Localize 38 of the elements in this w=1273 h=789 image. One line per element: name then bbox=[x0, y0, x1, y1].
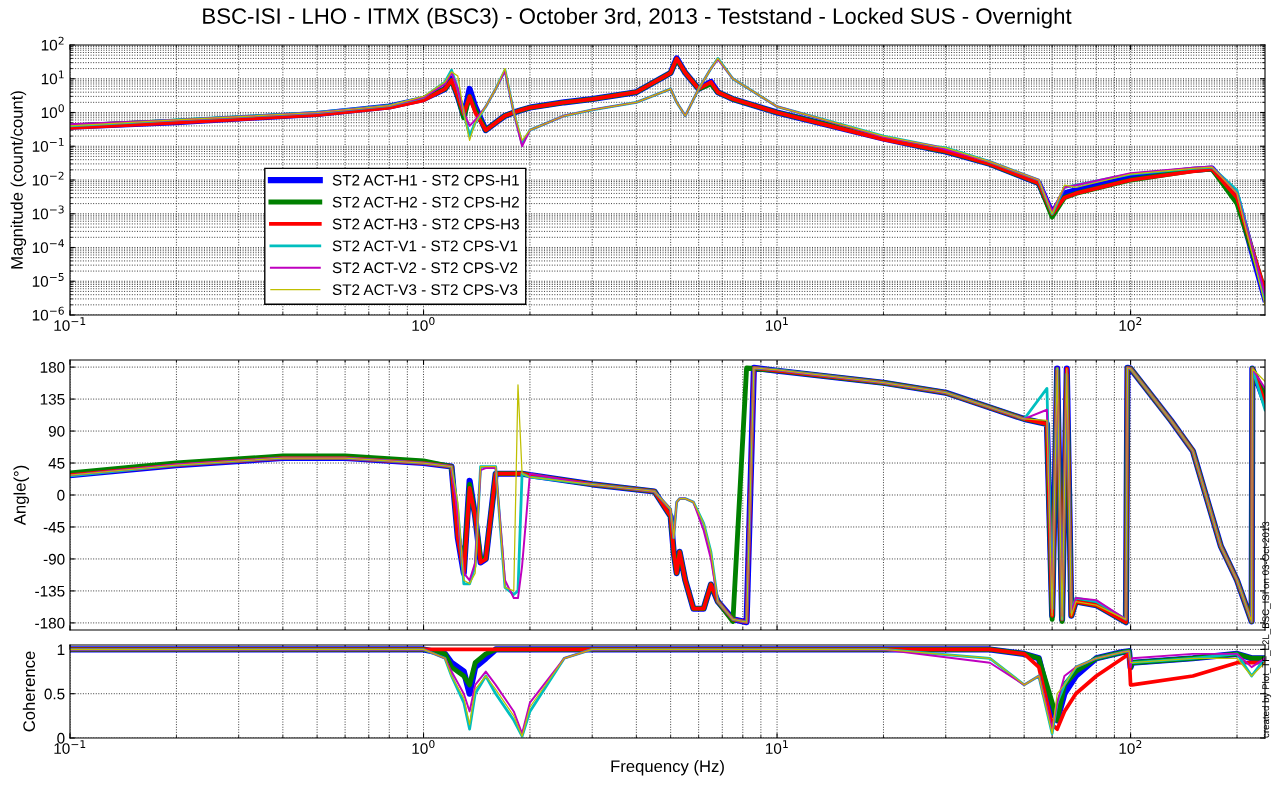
legend-label: ST2 ACT-H1 - ST2 CPS-H1 bbox=[332, 174, 519, 186]
y-tick-label: 10$^{−3}$ bbox=[32, 205, 64, 220]
x-tick-label: 10$^{1}$ bbox=[766, 740, 788, 754]
y-tick-label: -135 bbox=[35, 585, 65, 597]
y-tick-label: 10$^{2}$ bbox=[41, 36, 64, 51]
y-tick-label: -90 bbox=[43, 553, 65, 565]
chart-title: BSC-ISI - LHO - ITMX (BSC3) - October 3rd, 2013 - Teststand - Locked SUS - Overnight bbox=[203, 7, 1072, 29]
x-tick-label: 10$^{2}$ bbox=[1119, 317, 1142, 331]
legend-label: ST2 ACT-V3 - ST2 CPS-V3 bbox=[332, 284, 518, 296]
y-tick-label: 45 bbox=[48, 458, 65, 469]
y-tick-label: 10$^{−4}$ bbox=[32, 239, 64, 254]
y-tick-label: 135 bbox=[40, 393, 65, 405]
y-tick-label: 10$^{0}$ bbox=[41, 104, 64, 119]
legend-label: ST2 ACT-V1 - ST2 CPS-V1 bbox=[332, 240, 518, 252]
y-tick-label: 10$^{−5}$ bbox=[32, 273, 64, 287]
legend-label: ST2 ACT-V2 - ST2 CPS-V2 bbox=[332, 262, 518, 274]
y-tick-label: 1 bbox=[57, 644, 65, 655]
y-tick-label: 10$^{−2}$ bbox=[32, 171, 64, 186]
x-tick-label: 10$^{0}$ bbox=[412, 317, 435, 331]
y-tick-label: 90 bbox=[48, 425, 65, 437]
y-tick-label: 0 bbox=[57, 489, 65, 501]
y-tick-label: 0.5 bbox=[44, 688, 65, 700]
y-tick-label: -180 bbox=[35, 617, 65, 629]
x-tick-label: 10$^{2}$ bbox=[1119, 740, 1142, 754]
y-tick-label: 10$^{−6}$ bbox=[32, 306, 64, 321]
x-axis-title: Frequency (Hz) bbox=[611, 759, 724, 776]
y-tick-label: 10$^{−1}$ bbox=[32, 138, 64, 152]
y-axis-title: Magnitude (count/count) bbox=[10, 91, 27, 269]
x-tick-label: 10$^{0}$ bbox=[412, 740, 435, 754]
x-tick-label: 10$^{1}$ bbox=[766, 317, 788, 331]
y-tick-label: 10$^{1}$ bbox=[41, 70, 64, 85]
annotation: created by Plot_TF_L2L_BSC_ISI on 03-Oct-2013 bbox=[1262, 521, 1272, 738]
y-tick-label: 180 bbox=[40, 361, 65, 373]
y-tick-label: -45 bbox=[43, 522, 65, 533]
legend-label: ST2 ACT-H3 - ST2 CPS-H3 bbox=[332, 218, 519, 230]
y-axis-title: Coherence bbox=[22, 651, 36, 732]
y-axis-title: Angle(°) bbox=[13, 465, 30, 526]
legend-label: ST2 ACT-H2 - ST2 CPS-H2 bbox=[332, 196, 519, 208]
